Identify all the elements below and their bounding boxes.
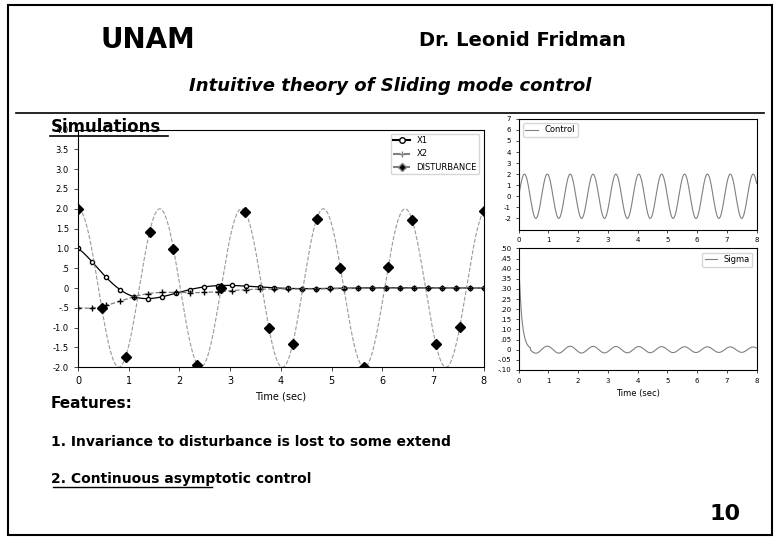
Text: UNAM: UNAM — [101, 26, 196, 55]
Text: Features:: Features: — [51, 396, 133, 411]
Text: 2. Continuous asymptotic control: 2. Continuous asymptotic control — [51, 472, 311, 487]
Legend: Sigma: Sigma — [702, 253, 753, 267]
Text: Dr. Leonid Fridman: Dr. Leonid Fridman — [419, 31, 626, 50]
Text: Intuitive theory of Sliding mode control: Intuitive theory of Sliding mode control — [189, 77, 591, 96]
Legend: X1, X2, DISTURBANCE: X1, X2, DISTURBANCE — [391, 134, 480, 174]
X-axis label: Time (sec): Time (sec) — [255, 392, 307, 402]
Text: 10: 10 — [710, 504, 741, 524]
Text: 1. Invariance to disturbance is lost to some extend: 1. Invariance to disturbance is lost to … — [51, 435, 451, 449]
X-axis label: Time (sec): Time (sec) — [615, 389, 660, 398]
Legend: Control: Control — [523, 123, 577, 137]
X-axis label: Time (sec): Time (sec) — [615, 249, 660, 258]
Text: Simulations: Simulations — [51, 118, 161, 136]
